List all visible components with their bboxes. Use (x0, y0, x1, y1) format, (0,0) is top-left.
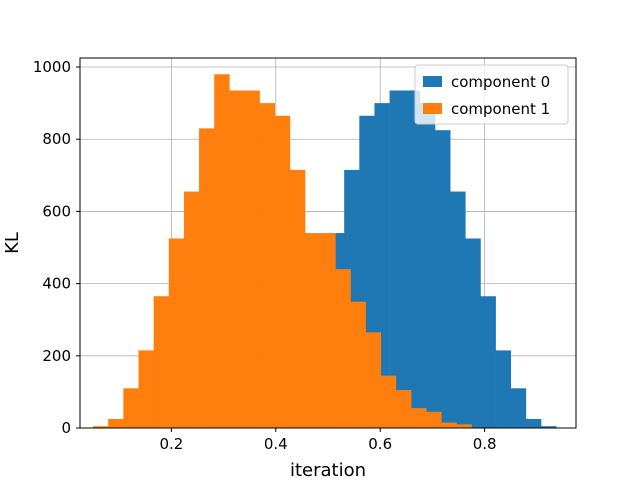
histogram-bar-series-1 (441, 422, 457, 428)
x-tick-label: 0.2 (159, 435, 183, 453)
histogram-bar-series-1 (426, 411, 442, 428)
legend-box (414, 64, 569, 125)
histogram-bar-series-0 (389, 90, 406, 429)
histogram-bar-series-1 (168, 238, 185, 428)
histogram-bar-series-0 (450, 191, 466, 428)
histogram-bar-series-0 (404, 90, 421, 429)
y-axis-label: KL (2, 232, 23, 254)
histogram-bar-series-1 (305, 233, 321, 428)
histogram-bar-series-1 (199, 128, 215, 428)
histogram-bar-series-1 (214, 74, 230, 429)
histogram-bar-series-0 (465, 238, 481, 428)
histogram-bar-series-1 (335, 269, 351, 428)
histogram-bar-series-1 (108, 418, 124, 428)
histogram-bar-series-1 (183, 191, 200, 428)
plot-frame (79, 57, 577, 429)
histogram-bar-series-1 (123, 388, 139, 428)
histogram-bar-series-1 (350, 301, 366, 428)
histogram-bar-series-1 (380, 375, 397, 428)
histogram-bar-series-1 (138, 350, 154, 428)
histogram-bar-series-1 (259, 103, 276, 428)
histogram-bar-series-0 (435, 130, 451, 428)
histogram-bar-series-1 (244, 90, 260, 429)
histogram-bar-series-0 (541, 426, 557, 428)
histogram-bar-series-1 (289, 169, 306, 428)
x-tick-label: 0.6 (368, 435, 392, 453)
histogram-bar-series-1 (229, 90, 245, 429)
histogram-bar-series-1 (411, 408, 427, 428)
histogram-bar-series-0 (525, 418, 542, 428)
axis-ticks: 0.2 0.4 0.6 0.8 0 200 400 600 800 1000 (33, 58, 497, 453)
histogram-bar-series-0 (480, 296, 496, 428)
histogram-bar-series-0 (419, 103, 436, 428)
histogram-bar-series-1 (320, 233, 336, 428)
legend-label: component 1 (451, 100, 550, 118)
x-tick-label: 0.8 (473, 435, 497, 453)
histogram-bar-series-1 (395, 390, 412, 428)
legend-swatch (423, 76, 442, 87)
legend: component 0 component 1 (414, 64, 569, 125)
y-tick-label: 1000 (33, 58, 71, 76)
y-tick-label: 0 (61, 419, 71, 437)
x-axis-label: iteration (290, 460, 366, 480)
histogram-bars (93, 74, 557, 429)
histogram-bar-series-1 (274, 115, 291, 428)
histogram-bar-series-0 (495, 350, 512, 428)
histogram-bar-series-1 (93, 426, 109, 428)
legend-swatch (423, 103, 442, 114)
y-tick-label: 400 (42, 275, 71, 293)
histogram-bar-series-1 (365, 332, 382, 428)
y-tick-label: 600 (42, 202, 71, 220)
legend-label: component 0 (451, 73, 550, 91)
x-tick-label: 0.4 (264, 435, 288, 453)
y-tick-label: 800 (42, 130, 71, 148)
histogram-bar-series-1 (456, 424, 472, 428)
histogram-bar-series-0 (510, 388, 527, 428)
histogram-bar-series-1 (153, 296, 170, 428)
y-tick-label: 200 (42, 347, 71, 365)
